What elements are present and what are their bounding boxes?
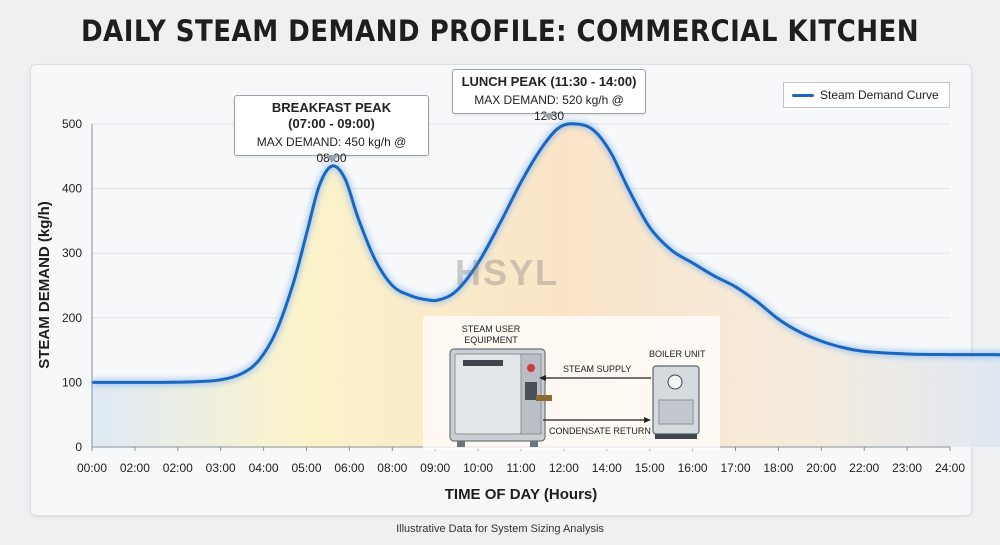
steam-supply-label: STEAM SUPPLY [563,364,632,374]
x-tick-label: 12:00 [549,461,579,475]
x-tick-label: 18:00 [763,461,793,475]
x-tick-label: 02:00 [163,461,193,475]
lunch-peak-heading: LUNCH PEAK (11:30 - 14:00) [461,74,637,89]
condensate-return-label: CONDENSATE RETURN [549,426,651,436]
system-diagram-inset: STEAM USER EQUIPMENT BOILER UNIT STEAM S… [423,316,720,450]
x-tick-label: 02:00 [120,461,150,475]
boiler-unit-icon [652,365,700,439]
lunch-peak-callout: LUNCH PEAK (11:30 - 14:00) MAX DEMAND: 5… [452,69,646,123]
x-tick-label: 00:00 [77,461,107,475]
demand-curve-line [92,122,1000,384]
breakfast-peak-window: (07:00 - 09:00) [288,116,375,131]
y-tick-label: 200 [62,311,82,325]
x-tick-label: 17:00 [720,461,750,475]
steam-cabinet-icon [449,348,552,447]
x-tick-label: 24:00 [935,461,965,475]
x-tick-label: 03:00 [206,461,236,475]
demand-area-fill [92,123,1000,447]
lunch-peak-detail: MAX DEMAND: 520 kg/h @ 12:30 [474,93,624,123]
x-axis-label: TIME OF DAY (Hours) [445,486,598,503]
footer-note: Illustrative Data for System Sizing Anal… [396,523,604,535]
y-tick-label: 0 [75,440,82,454]
chart-title: DAILY STEAM DEMAND PROFILE: COMMERCIAL K… [80,14,920,48]
y-tick-label: 100 [62,375,82,389]
breakfast-peak-callout: BREAKFAST PEAK (07:00 - 09:00) MAX DEMAN… [234,95,429,165]
boiler-label: BOILER UNIT [649,349,706,359]
legend-swatch [792,93,814,97]
legend-label: Steam Demand Curve [820,88,939,102]
x-tick-label: 23:00 [892,461,922,475]
x-tick-label: 22:00 [849,461,879,475]
x-tick-label: 16:00 [678,461,708,475]
breakfast-peak-detail: MAX DEMAND: 450 kg/h @ 08:00 [256,135,407,165]
equipment-label: STEAM USER EQUIPMENT [461,324,521,345]
inset-graphic [449,348,700,447]
x-tick-label: 10:00 [463,461,493,475]
watermark: HSYL [455,252,560,293]
breakfast-peak-heading: BREAKFAST PEAK [271,100,392,115]
x-tick-label: 05:00 [291,461,321,475]
y-tick-label: 400 [62,182,82,196]
x-tick-label: 04:00 [249,461,279,475]
chart-legend: Steam Demand Curve [783,82,950,108]
x-tick-label: 20:00 [806,461,836,475]
y-tick-label: 500 [62,117,82,131]
x-tick-label: 11:00 [506,461,535,475]
x-tick-label: 09:00 [420,461,450,475]
y-axis-label: STEAM DEMAND (kg/h) [36,201,53,369]
x-tick-label: 15:00 [635,461,665,475]
x-tick-label: 06:00 [334,461,364,475]
y-tick-label: 300 [62,246,82,260]
x-tick-label: 14:00 [592,461,622,475]
x-tick-label: 08:00 [377,461,407,475]
